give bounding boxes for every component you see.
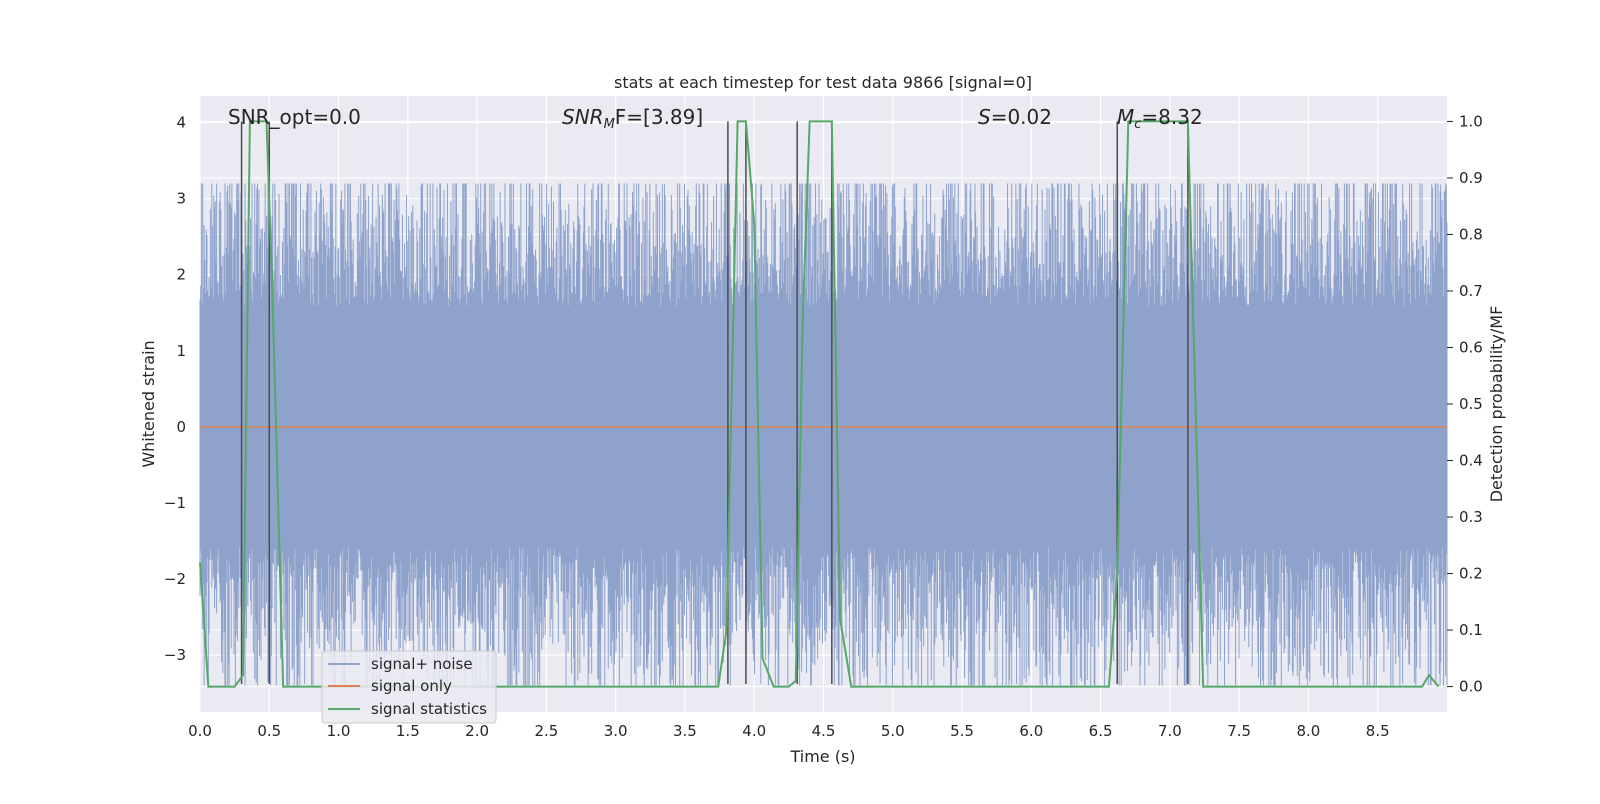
y-left-tick-label: 0 bbox=[176, 418, 186, 436]
x-axis-label: Time (s) bbox=[789, 747, 855, 766]
x-tick-label: 2.5 bbox=[534, 722, 558, 740]
annotation-snr-mf: SNRMF=[3.89] bbox=[562, 105, 703, 132]
y-left-tick-label: 2 bbox=[176, 266, 186, 284]
y-right-tick-label: 0.9 bbox=[1459, 169, 1483, 187]
y-right-tick-labels: 1.0 0.9 0.8 0.7 0.6 0.5 0.4 0.3 0.2 0.1 0.0 bbox=[1447, 112, 1483, 696]
signal-statistics-series bbox=[199, 120, 1440, 688]
x-tick-label: 2.0 bbox=[465, 722, 489, 740]
legend-label-noise: signal+ noise bbox=[371, 655, 473, 673]
y-left-tick-label: −2 bbox=[164, 570, 186, 588]
chart-title: stats at each timestep for test data 986… bbox=[614, 73, 1032, 92]
y-left-tick-label: 1 bbox=[176, 342, 186, 360]
legend: signal+ noise signal only signal statist… bbox=[321, 650, 497, 724]
y-right-tick-label: 0.1 bbox=[1459, 621, 1483, 639]
y-right-tick-label: 0.4 bbox=[1459, 452, 1483, 470]
series-line-signal-statistics bbox=[199, 120, 1440, 688]
x-tick-label: 1.5 bbox=[396, 722, 420, 740]
y-right-tick-label: 0.8 bbox=[1459, 225, 1483, 243]
annotation-mc: Mc=8.32 bbox=[1117, 105, 1203, 132]
x-tick-label: 3.0 bbox=[604, 722, 628, 740]
legend-box bbox=[321, 650, 497, 724]
y-axis-label-left: Whitened strain bbox=[139, 340, 158, 467]
x-tick-label: 8.0 bbox=[1297, 722, 1321, 740]
x-tick-labels: 0.0 0.5 1.0 1.5 2.0 2.5 3.0 3.5 4.0 4.5 5.0 5.5 6.0 6… bbox=[188, 722, 1390, 740]
y-left-tick-label: 3 bbox=[176, 190, 186, 208]
y-right-tick-label: 0.6 bbox=[1459, 338, 1483, 356]
annotation-snr-opt: SNR_opt=0.0 bbox=[228, 105, 361, 129]
x-tick-label: 7.5 bbox=[1227, 722, 1251, 740]
y-right-tick-label: 0.3 bbox=[1459, 508, 1483, 526]
y-left-tick-label: −3 bbox=[164, 646, 186, 664]
y-left-tick-label: −1 bbox=[164, 494, 186, 512]
x-tick-label: 0.0 bbox=[188, 722, 212, 740]
x-tick-label: 3.5 bbox=[673, 722, 697, 740]
x-tick-label: 4.5 bbox=[812, 722, 836, 740]
x-tick-label: 1.0 bbox=[327, 722, 351, 740]
x-tick-label: 5.5 bbox=[950, 722, 974, 740]
legend-label-signal-only: signal only bbox=[371, 677, 452, 695]
y-axis-label-right: Detection probability/MF bbox=[1487, 306, 1506, 503]
y-left-tick-labels: 4 3 2 1 0 −1 −2 −3 bbox=[164, 114, 186, 664]
x-tick-label: 6.5 bbox=[1089, 722, 1113, 740]
y-right-tick-label: 0.7 bbox=[1459, 282, 1483, 300]
y-right-tick-label: 0.5 bbox=[1459, 395, 1483, 413]
x-tick-label: 6.0 bbox=[1019, 722, 1043, 740]
x-tick-label: 5.0 bbox=[881, 722, 905, 740]
y-left-tick-label: 4 bbox=[176, 114, 186, 132]
x-tick-label: 0.5 bbox=[257, 722, 281, 740]
y-right-tick-label: 0.0 bbox=[1459, 678, 1483, 696]
x-tick-label: 8.5 bbox=[1366, 722, 1390, 740]
annotation-s: S=0.02 bbox=[978, 105, 1052, 129]
x-tick-label: 4.0 bbox=[742, 722, 766, 740]
legend-label-statistics: signal statistics bbox=[371, 700, 487, 718]
x-tick-label: 7.0 bbox=[1158, 722, 1182, 740]
y-right-tick-label: 1.0 bbox=[1459, 112, 1483, 130]
y-right-tick-label: 0.2 bbox=[1459, 565, 1483, 583]
